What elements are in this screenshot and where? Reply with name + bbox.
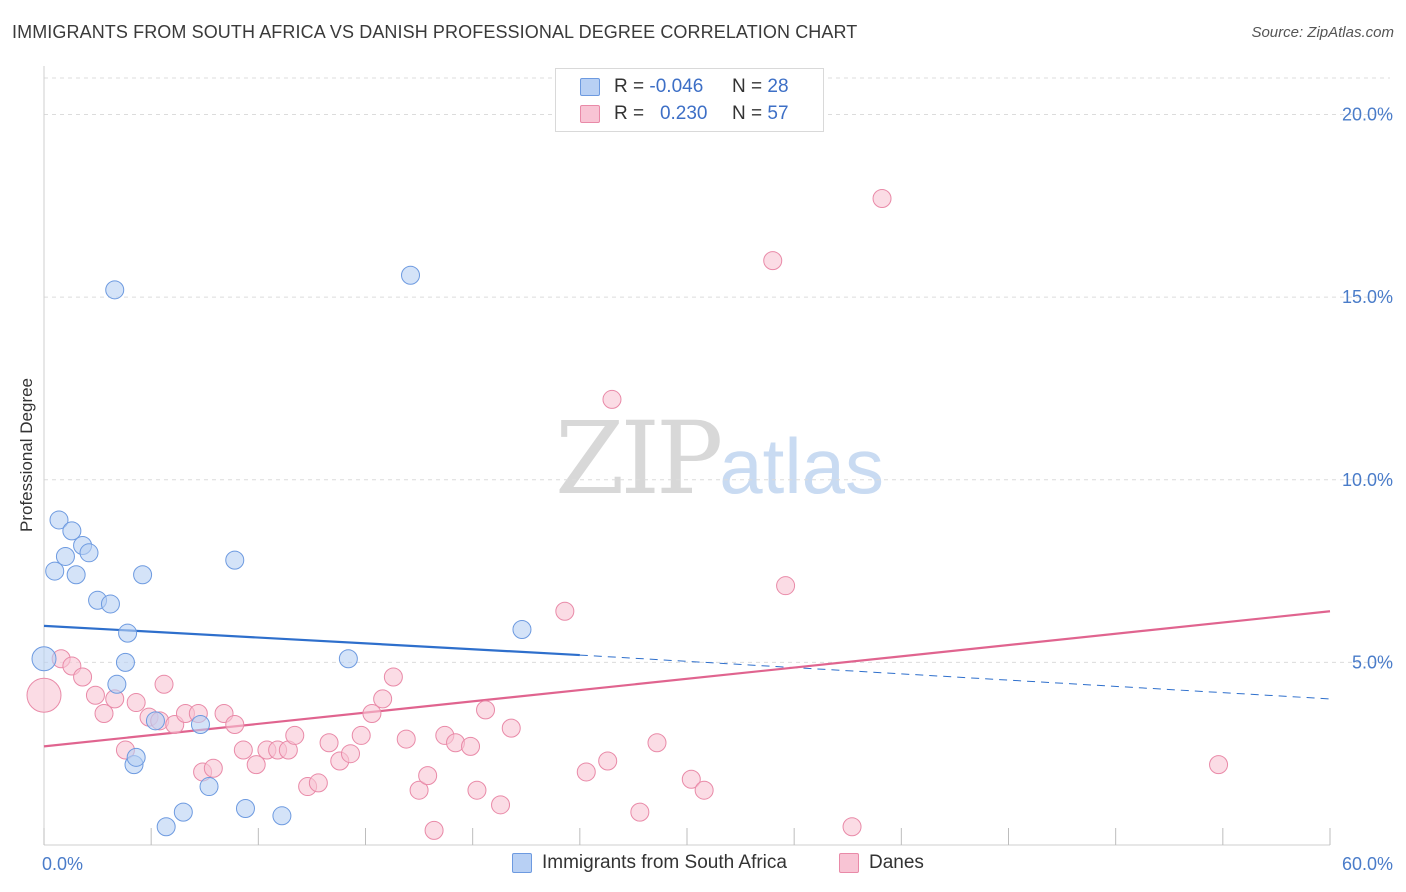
trend-line-south-africa-dashed xyxy=(579,654,1331,700)
axes xyxy=(43,66,1331,846)
point-south-africa-21 xyxy=(199,777,219,797)
series-legend-danes[interactable]: Danes xyxy=(839,852,924,874)
point-south-africa-12 xyxy=(115,652,135,672)
point-danes-8 xyxy=(126,693,146,713)
point-south-africa-23 xyxy=(235,798,255,818)
point-danes-54 xyxy=(776,576,796,596)
point-danes-35 xyxy=(409,780,429,800)
point-danes-27 xyxy=(319,733,339,753)
y-tick-label-3: 20.0% xyxy=(1342,105,1393,125)
point-south-africa-4 xyxy=(62,521,82,541)
point-south-africa-5 xyxy=(66,565,86,585)
point-south-africa-18 xyxy=(156,817,176,837)
point-south-africa-17 xyxy=(145,711,165,731)
point-danes-55 xyxy=(842,817,862,837)
point-danes-24 xyxy=(285,725,305,745)
correlation-legend: R = -0.046 N = 28 R = 0.230 N = 57 xyxy=(555,68,824,132)
point-south-africa-3 xyxy=(55,546,75,566)
series-legend-south-africa[interactable]: Immigrants from South Africa xyxy=(512,852,787,874)
series-legend: Immigrants from South Africa Danes xyxy=(0,852,1406,878)
point-danes-48 xyxy=(602,389,622,409)
tick-labels: 5.0% 10.0% 15.0% 20.0% 0.0% 60.0% xyxy=(42,105,1393,874)
point-danes-40 xyxy=(461,736,481,756)
point-danes-53 xyxy=(763,251,783,271)
legend-r-pink: R = 0.230 xyxy=(614,103,708,124)
point-south-africa-7 xyxy=(79,543,99,563)
point-south-africa-22 xyxy=(225,550,245,570)
grid-lines xyxy=(44,77,1390,663)
point-danes-45 xyxy=(555,601,575,621)
series-swatch-pink xyxy=(839,853,859,873)
point-south-africa-27 xyxy=(512,620,532,640)
legend-swatch-blue xyxy=(580,78,600,96)
point-danes-31 xyxy=(362,704,382,724)
point-danes-43 xyxy=(491,795,511,815)
point-south-africa-16 xyxy=(133,565,153,585)
point-danes-18 xyxy=(225,714,245,734)
chart-source: Source: ZipAtlas.com xyxy=(1251,24,1394,41)
legend-row-danes: R = 0.230 N = 57 xyxy=(580,101,789,127)
point-south-africa-11 xyxy=(107,674,127,694)
point-danes-51 xyxy=(681,769,701,789)
point-south-africa-2 xyxy=(49,510,69,530)
point-danes-34 xyxy=(396,729,416,749)
point-danes-32 xyxy=(373,689,393,709)
point-danes-5 xyxy=(94,704,114,724)
point-south-africa-13 xyxy=(118,623,138,643)
point-south-africa-25 xyxy=(338,649,358,669)
x-tick-label-1: 60.0% xyxy=(1342,854,1393,874)
point-danes-41 xyxy=(467,780,487,800)
point-danes-3 xyxy=(73,667,93,687)
chart-title: IMMIGRANTS FROM SOUTH AFRICA VS DANISH P… xyxy=(12,22,858,42)
point-danes-20 xyxy=(246,755,266,775)
point-south-africa-1 xyxy=(45,561,65,581)
point-danes-30 xyxy=(351,725,371,745)
point-danes-37 xyxy=(424,820,444,840)
point-danes-52 xyxy=(694,780,714,800)
y-tick-label-0: 5.0% xyxy=(1352,652,1393,672)
legend-n-blue: N = 28 xyxy=(732,76,789,97)
legend-n-pink: N = 57 xyxy=(732,103,789,124)
legend-row-south-africa: R = -0.046 N = 28 xyxy=(580,74,789,100)
series-label-danes: Danes xyxy=(869,852,924,873)
point-south-africa-9 xyxy=(100,594,120,614)
data-points xyxy=(26,189,1229,840)
point-danes-42 xyxy=(476,700,496,720)
point-south-africa-19 xyxy=(173,802,193,822)
legend-r-blue: R = -0.046 xyxy=(614,76,704,97)
series-swatch-blue xyxy=(512,853,532,873)
point-danes-29 xyxy=(340,744,360,764)
point-danes-16 xyxy=(203,758,223,778)
point-south-africa-24 xyxy=(272,806,292,826)
point-danes-44 xyxy=(501,718,521,738)
point-south-africa-20 xyxy=(190,714,210,734)
y-tick-label-2: 15.0% xyxy=(1342,287,1393,307)
point-south-africa-10 xyxy=(105,280,125,300)
point-danes-57 xyxy=(1209,755,1229,775)
point-danes-33 xyxy=(383,667,403,687)
x-tick-label-0: 0.0% xyxy=(42,854,83,874)
point-danes-50 xyxy=(647,733,667,753)
point-danes-47 xyxy=(598,751,618,771)
point-danes-26 xyxy=(308,773,328,793)
point-danes-11 xyxy=(154,674,174,694)
point-danes-0 xyxy=(26,677,62,713)
point-danes-4 xyxy=(85,685,105,705)
point-south-africa-15 xyxy=(126,747,146,767)
series-label-south-africa: Immigrants from South Africa xyxy=(542,852,787,873)
point-south-africa-26 xyxy=(401,265,421,285)
point-danes-36 xyxy=(418,766,438,786)
y-tick-label-1: 10.0% xyxy=(1342,470,1393,490)
point-danes-49 xyxy=(630,802,650,822)
point-south-africa-0 xyxy=(31,646,57,672)
trend-line-danes xyxy=(43,610,1331,748)
point-danes-19 xyxy=(233,740,253,760)
legend-swatch-pink xyxy=(580,105,600,123)
point-danes-46 xyxy=(576,762,596,782)
point-danes-56 xyxy=(872,189,892,209)
